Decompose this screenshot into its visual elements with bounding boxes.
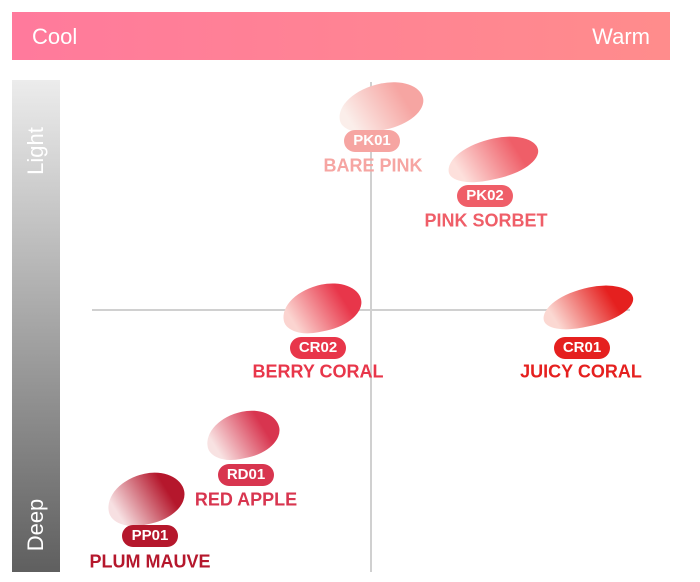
vertical-axis-line <box>370 82 372 572</box>
product-code-badge: CR01 <box>554 337 610 359</box>
light-deep-axis-bar: Light Deep <box>12 80 60 572</box>
lip-swatch <box>202 404 284 466</box>
product-name: JUICY CORAL <box>520 361 642 382</box>
lip-swatch <box>278 277 366 339</box>
lip-swatch <box>102 466 190 532</box>
lip-swatch <box>443 129 543 189</box>
product-code-badge: RD01 <box>218 464 274 486</box>
light-label: Light <box>23 127 48 175</box>
product-name: PINK SORBET <box>424 210 548 231</box>
cool-warm-axis-bar: Cool Warm <box>12 12 670 60</box>
product-code-badge: PK02 <box>457 185 513 207</box>
product-name: PLUM MAUVE <box>89 551 211 572</box>
product-name: RED APPLE <box>194 489 298 510</box>
horizontal-axis-line <box>92 309 630 311</box>
cool-label: Cool <box>32 24 78 49</box>
product-code-badge: PK01 <box>344 130 400 152</box>
product-code-badge: PP01 <box>122 525 178 547</box>
product-code-badge: CR02 <box>290 337 346 359</box>
product-name: BERRY CORAL <box>252 361 384 382</box>
lip-swatch <box>539 278 637 336</box>
deep-label: Deep <box>23 498 48 552</box>
product-name: BARE PINK <box>323 155 423 176</box>
warm-label: Warm <box>592 24 650 49</box>
lip-swatch <box>334 75 428 139</box>
